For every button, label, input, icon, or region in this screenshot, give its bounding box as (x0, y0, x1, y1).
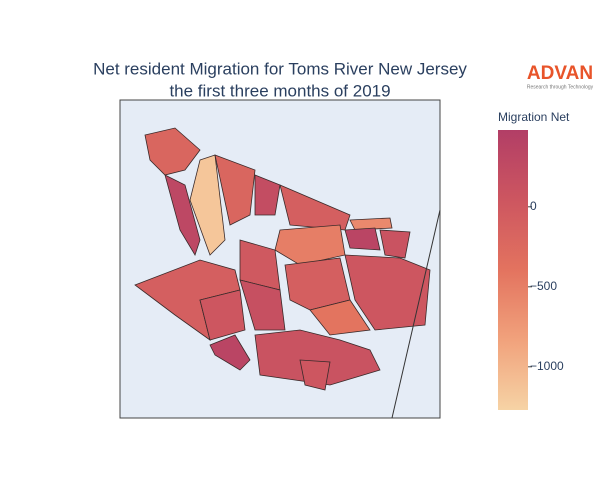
coastline (391, 209, 441, 419)
regions (134, 127, 431, 391)
logo: ADVAN (527, 63, 593, 84)
region (309, 299, 371, 336)
title-line: Net resident Migration for Toms River Ne… (93, 59, 467, 78)
colorbar-tick-label: −1000 (530, 359, 564, 373)
region (239, 279, 286, 331)
region (199, 289, 246, 341)
colorbar-tick-label: −500 (530, 279, 557, 293)
region (379, 229, 411, 259)
region (164, 174, 201, 256)
region (189, 154, 226, 256)
colorbar-title: Migration Net (498, 110, 570, 124)
region (344, 227, 381, 251)
region (344, 254, 431, 331)
logo-tagline: Research through Technology (527, 84, 594, 90)
region (349, 217, 393, 231)
colorbar-tick-label: 0 (530, 199, 537, 213)
region (299, 359, 331, 391)
region (144, 127, 201, 176)
region (214, 154, 256, 226)
colorbar (498, 130, 528, 410)
title-line: the first three months of 2019 (169, 81, 390, 100)
region (254, 174, 281, 216)
region (254, 329, 381, 386)
region (209, 334, 251, 371)
colorbar-ticks: 0 −500 −1000 (528, 199, 564, 373)
